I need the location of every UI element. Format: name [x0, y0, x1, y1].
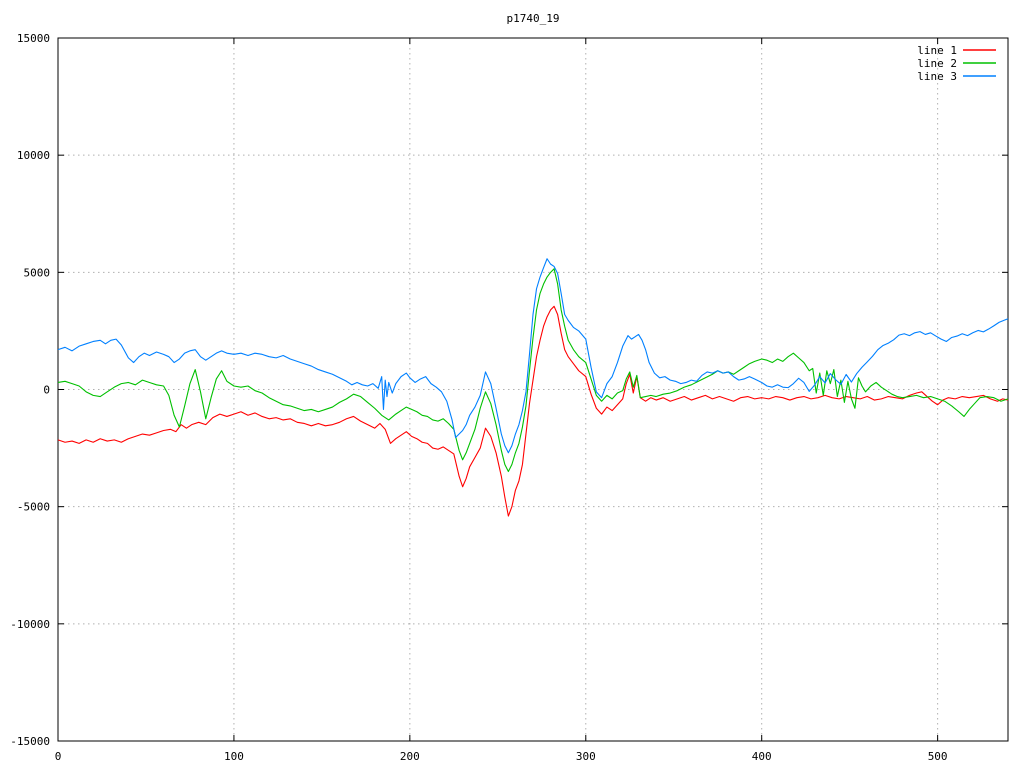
y-tick-label: 15000 — [17, 32, 50, 45]
grid — [58, 38, 1008, 741]
y-tick-label: -5000 — [17, 501, 50, 514]
y-tick-label: 10000 — [17, 149, 50, 162]
x-tick-label: 500 — [928, 750, 948, 763]
legend-label: line 1 — [917, 44, 957, 57]
y-tick-labels: -15000 -10000 -5000 0 5000 10000 15000 — [10, 32, 50, 748]
chart-title: p1740_19 — [507, 12, 560, 25]
y-tick-label: -15000 — [10, 735, 50, 748]
x-tick-label: 300 — [576, 750, 596, 763]
legend-label: line 3 — [917, 70, 957, 83]
series-line-2 — [57, 268, 1009, 473]
x-tick-label: 200 — [400, 750, 420, 763]
series-line-1 — [57, 305, 1009, 517]
x-tick-label: 100 — [224, 750, 244, 763]
y-tick-label: 5000 — [24, 266, 51, 279]
series-line-3 — [57, 258, 1009, 454]
tick-marks — [57, 37, 1008, 742]
x-tick-labels: 0 100 200 300 400 500 — [55, 750, 948, 763]
y-tick-label: 0 — [43, 384, 50, 397]
x-tick-label: 0 — [55, 750, 62, 763]
y-tick-label: -10000 — [10, 618, 50, 631]
legend-label: line 2 — [917, 57, 957, 70]
x-tick-label: 400 — [752, 750, 772, 763]
